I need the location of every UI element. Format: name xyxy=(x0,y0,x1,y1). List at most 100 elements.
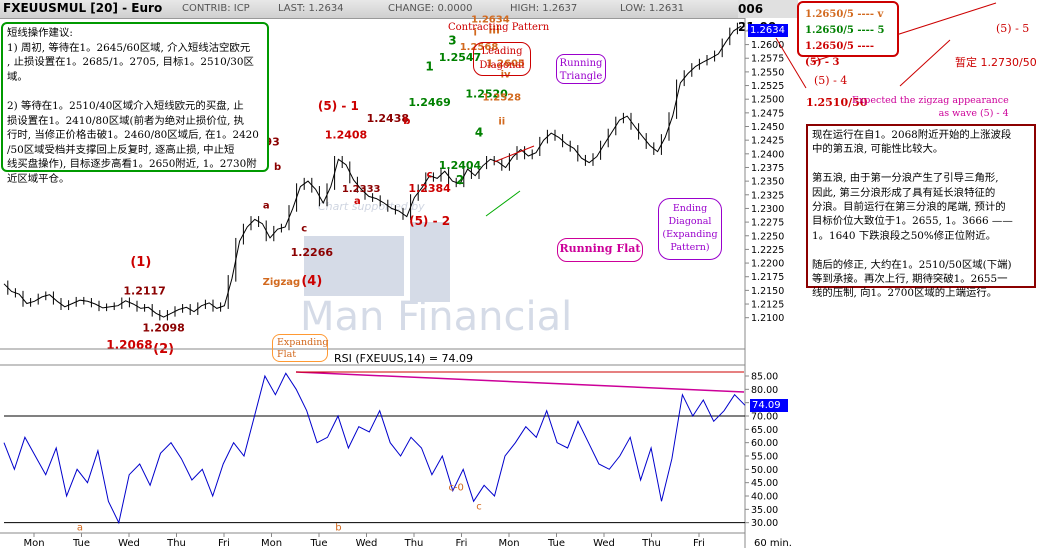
price-tick-label: 1.2575 xyxy=(751,54,784,65)
wave-label: 1.2404 xyxy=(439,159,482,172)
running-flat-callout: Running Flat xyxy=(557,238,643,262)
wave-label: a xyxy=(354,196,361,207)
target-line-5: 1.2650/5 ---- 5 xyxy=(805,25,885,36)
x-axis-label: Fri xyxy=(693,538,705,549)
wave-label: 1 xyxy=(425,59,433,73)
running-triangle-callout: Running Triangle xyxy=(556,54,606,84)
wave-label: 2 xyxy=(456,173,464,187)
target-line-5-3: 1.2650/5 ---- (5) - 3 xyxy=(805,41,874,68)
contrib-label: CONTRIB: ICP xyxy=(182,3,250,14)
wave-label: 1.2098 xyxy=(142,321,184,334)
target-levels-box: 1.2650/5 ---- v 1.2650/5 ---- 5 1.2650/5… xyxy=(797,1,899,68)
wave-label: 1.2333 xyxy=(342,184,381,195)
support-level-label: 1.2510/50 xyxy=(806,96,868,109)
wave-label: 1.2384 xyxy=(408,182,451,195)
leading-diagonal-lower xyxy=(485,190,521,217)
wave-label: 1.2408 xyxy=(325,129,367,142)
change-value: CHANGE: 0.0000 xyxy=(388,3,473,14)
price-tick-label: 1.2300 xyxy=(751,204,784,215)
price-tick-label: 1.2325 xyxy=(751,190,784,201)
x-axis-label: 60 min. xyxy=(754,538,792,549)
rsi-wave-letter: b xyxy=(335,523,341,534)
ending-diagonal-callout: Ending Diagonal (Expanding Pattern) xyxy=(658,198,722,260)
price-tick-label: 1.2475 xyxy=(751,108,784,119)
price-tick-label: 1.2425 xyxy=(751,136,784,147)
wave-label: b xyxy=(274,162,281,173)
expected-zigzag-note: Expected the zigzag appearance as wave (… xyxy=(852,95,1009,119)
chart-header: FXEUUSMUL [20] - Euro CONTRIB: ICP LAST:… xyxy=(0,0,745,19)
price-tick-label: 1.2550 xyxy=(751,67,784,78)
x-axis-label: Tue xyxy=(72,538,90,549)
rsi-tick-label: 35.00 xyxy=(751,505,778,516)
x-axis-label: Tue xyxy=(309,538,327,549)
x-axis-label: Thu xyxy=(166,538,186,549)
wave-5-4-label: (5) - 4 xyxy=(814,74,848,87)
rsi-value-tag: 74.09 xyxy=(750,399,788,412)
price-tick-label: 1.2450 xyxy=(751,122,784,133)
x-axis-label: Wed xyxy=(118,538,140,549)
price-tick-label: 1.2275 xyxy=(751,218,784,229)
price-tick-label: 1.2525 xyxy=(751,81,784,92)
wave-label: 1.2117 xyxy=(123,285,165,298)
wave-label: (5) - 2 xyxy=(409,214,450,228)
price-tick-label: 1.2600 xyxy=(751,40,784,51)
price-tick-label: 1.2375 xyxy=(751,163,784,174)
wave-label: iii xyxy=(489,24,500,37)
wave-label: 1.2266 xyxy=(291,246,334,259)
x-axis-label: Mon xyxy=(23,538,44,549)
wave-label: i xyxy=(473,27,476,38)
watermark-brand: Man Financial xyxy=(300,294,572,340)
wave-label: 4 xyxy=(475,125,483,139)
rsi-wave-letter: c-0 xyxy=(448,483,463,494)
price-tick-label: 1.2350 xyxy=(751,177,784,188)
rsi-tick-label: 30.00 xyxy=(751,518,778,529)
wave-5-5-label: (5) - 5 xyxy=(996,22,1030,35)
symbol-title: FXEUUSMUL [20] - Euro xyxy=(3,1,163,15)
wave-analysis-box: 现在运行在自1。2068附近开始的上涨波段 中的第五浪, 可能性比较大。 第五浪… xyxy=(806,124,1036,299)
price-tick-label: 1.2100 xyxy=(751,313,784,324)
wave-label: iv xyxy=(501,69,511,80)
x-axis-label: Mon xyxy=(261,538,282,549)
arrow-to-target-line xyxy=(775,37,807,89)
wave-label: (4) xyxy=(301,274,322,289)
price-tick-label: 1.2250 xyxy=(751,231,784,242)
last-price-tag: 1.2634 xyxy=(748,24,788,37)
price-tick-label: 1.2225 xyxy=(751,245,784,256)
rsi-label: RSI (FXEUUS,14) = 74.09 xyxy=(334,352,474,365)
rsi-tick-label: 40.00 xyxy=(751,492,778,503)
wave-label: 1.2068 xyxy=(106,338,152,352)
zigzag-arrow-line xyxy=(899,39,951,87)
rsi-series: a b c-0 c xyxy=(3,372,746,534)
short-term-advice-box: 短线操作建议: 1) 周初, 等待在1。2645/60区域, 介入短线沽空欧元 … xyxy=(1,22,269,185)
rsi-tick-label: 85.00 xyxy=(751,372,778,383)
leading-diagonal-upper xyxy=(493,145,535,163)
rsi-tick-label: 55.00 xyxy=(751,452,778,463)
wave-label: 1.2520 xyxy=(465,88,508,101)
x-axis-label: Tue xyxy=(547,538,565,549)
rsi-tick-label: 70.00 xyxy=(751,412,778,423)
price-tick-label: 1.2500 xyxy=(751,95,784,106)
wave-label: 1.2469 xyxy=(408,96,450,109)
wave-label: 1.2547 xyxy=(439,51,481,64)
wave-label: (1) xyxy=(130,255,151,270)
rsi-wave-letter: a xyxy=(77,523,83,534)
wave-label: 1.2634 xyxy=(471,15,510,26)
last-price: LAST: 1.2634 xyxy=(278,3,344,14)
x-axis-label: Thu xyxy=(641,538,661,549)
wave-label: a xyxy=(263,200,270,211)
price-series xyxy=(3,22,742,321)
wave-label: 1.2528 xyxy=(483,92,522,103)
rsi-tick-label: 60.00 xyxy=(751,438,778,449)
target-line-v: 1.2650/5 ---- v xyxy=(805,9,884,20)
low-value: LOW: 1.2631 xyxy=(620,3,684,14)
x-axis: Mon Tue Wed Thu Fri Mon Tue Wed Thu Fri Mon Tue Wed T… xyxy=(0,532,792,549)
price-tick-label: 1.2200 xyxy=(751,259,784,270)
price-tick-label: 1.2125 xyxy=(751,300,784,311)
wave-label: c xyxy=(427,169,433,180)
x-axis-label: Fri xyxy=(456,538,468,549)
wave-label: Zigzag xyxy=(263,277,301,288)
rsi-tick-label: 50.00 xyxy=(751,465,778,476)
rsi-grid xyxy=(0,348,745,524)
x-axis-label: Fri xyxy=(218,538,230,549)
watermark-top: Chart supported by xyxy=(318,200,425,213)
